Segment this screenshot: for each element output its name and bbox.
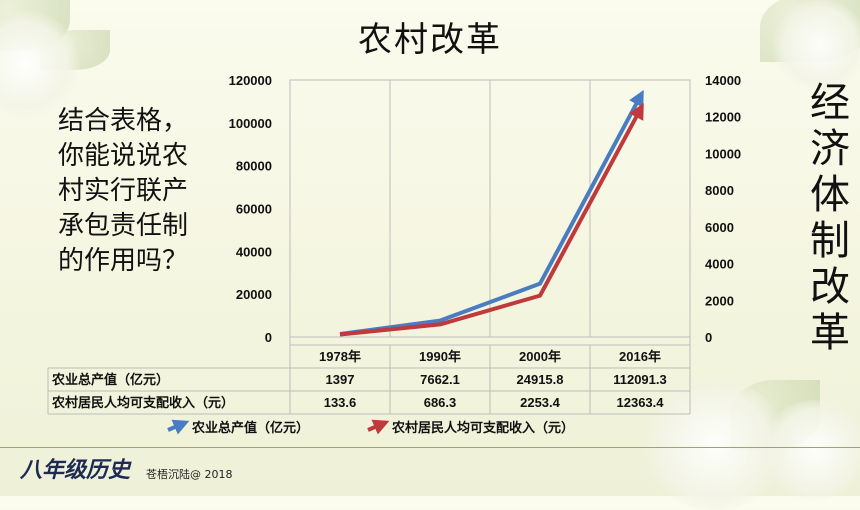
y-right-tick-label: 0 xyxy=(705,330,712,345)
y-left-tick-label: 120000 xyxy=(229,73,272,88)
y-right-tick-label: 10000 xyxy=(705,146,741,161)
y-right-tick-label: 6000 xyxy=(705,220,734,235)
y-right-tick-label: 12000 xyxy=(705,110,741,125)
y-left-tick-label: 100000 xyxy=(229,116,272,131)
table-cell-value: 12363.4 xyxy=(617,395,665,410)
table-cell-value: 686.3 xyxy=(424,395,457,410)
chart: 1200001000008000060000400002000001400012… xyxy=(0,0,860,496)
x-category-label: 2000年 xyxy=(519,349,561,364)
y-right-tick-label: 4000 xyxy=(705,257,734,272)
legend-label: 农业总产值（亿元） xyxy=(191,420,309,435)
y-right-tick-label: 8000 xyxy=(705,183,734,198)
footer-brand: 八年级历史 xyxy=(20,452,130,484)
table-series-name: 农业总产值（亿元） xyxy=(51,372,169,387)
legend-swatch xyxy=(168,424,182,430)
table-cell-value: 2253.4 xyxy=(520,395,561,410)
y-left-tick-label: 40000 xyxy=(236,244,272,259)
table-cell-value: 1397 xyxy=(326,372,355,387)
table-cell-value: 133.6 xyxy=(324,395,357,410)
table-cell-value: 112091.3 xyxy=(613,372,667,387)
y-right-tick-label: 2000 xyxy=(705,293,734,308)
table-series-name: 农村居民人均可支配收入（元） xyxy=(51,395,234,410)
x-category-label: 1978年 xyxy=(319,349,361,364)
x-category-label: 2016年 xyxy=(619,349,661,364)
y-left-tick-label: 20000 xyxy=(236,287,272,302)
legend-swatch xyxy=(368,424,382,430)
y-right-tick-label: 14000 xyxy=(705,73,741,88)
table-cell-value: 7662.1 xyxy=(420,372,460,387)
y-left-tick-label: 60000 xyxy=(236,202,272,217)
legend-label: 农村居民人均可支配收入（元） xyxy=(391,420,574,435)
table-cell-value: 24915.8 xyxy=(517,372,564,387)
x-category-label: 1990年 xyxy=(419,349,461,364)
footer-credit: 苍梧沉陆@ 2018 xyxy=(146,466,233,482)
y-left-tick-label: 0 xyxy=(265,330,272,345)
footer-divider xyxy=(0,447,860,448)
y-left-tick-label: 80000 xyxy=(236,159,272,174)
